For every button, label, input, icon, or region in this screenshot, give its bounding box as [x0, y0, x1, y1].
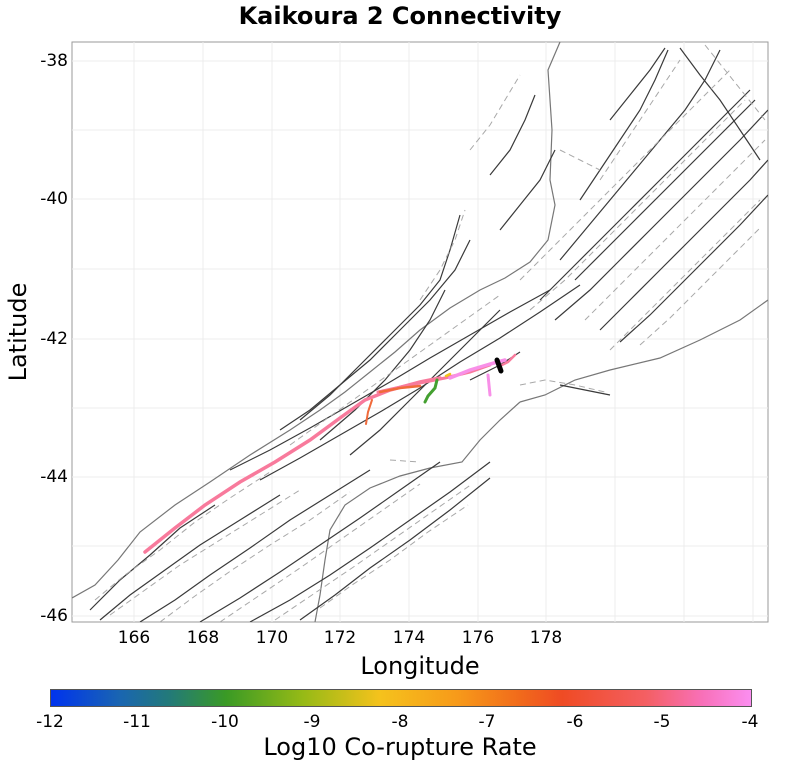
xtick-label: 174 — [392, 628, 426, 648]
colorbar-tick: -11 — [123, 712, 151, 732]
clarence-corupture — [498, 353, 517, 368]
colorbar-tick: -10 — [211, 712, 239, 732]
ytick-label: -40 — [40, 189, 68, 209]
ytick-label: -46 — [40, 606, 68, 626]
small-red-fault-corupture — [365, 399, 373, 425]
xtick-label: 166 — [117, 628, 151, 648]
ytick-label: -42 — [40, 329, 68, 349]
xtick-label: 176 — [461, 628, 495, 648]
xtick-label: 168 — [186, 628, 220, 648]
green-fault-corupture — [423, 378, 439, 404]
colorbar-tick: -9 — [303, 712, 321, 732]
ytick-label: -44 — [40, 467, 68, 487]
xtick-label: 178 — [529, 628, 563, 648]
colorbar-tick: -12 — [36, 712, 64, 732]
colorbar-tick: -5 — [653, 712, 671, 732]
gridlines — [72, 42, 768, 622]
fault-traces — [89, 47, 768, 622]
corupture-faults — [143, 353, 517, 554]
colorbar — [50, 689, 752, 707]
rupture-patches — [94, 44, 766, 622]
plot-area — [71, 41, 769, 623]
colorbar-label: Log10 Co-rupture Rate — [263, 733, 537, 761]
colorbar-tick: -4 — [741, 712, 759, 732]
x-axis-label: Longitude — [360, 652, 480, 680]
source-fault — [494, 357, 504, 374]
xtick-label: 172 — [323, 628, 357, 648]
awatere-corupture — [378, 384, 422, 394]
colorbar-tick: -8 — [391, 712, 409, 732]
xtick-label: 170 — [255, 628, 289, 648]
colorbar-tick: -7 — [478, 712, 496, 732]
chart-title: Kaikoura 2 Connectivity — [238, 2, 562, 30]
yellow-fault-corupture — [444, 372, 452, 378]
colorbar-tick: -6 — [566, 712, 584, 732]
ytick-label: -38 — [40, 51, 68, 71]
kaikoura-offshore-corupture — [486, 373, 492, 397]
y-axis-label: Latitude — [4, 282, 32, 382]
coastline — [72, 42, 768, 622]
